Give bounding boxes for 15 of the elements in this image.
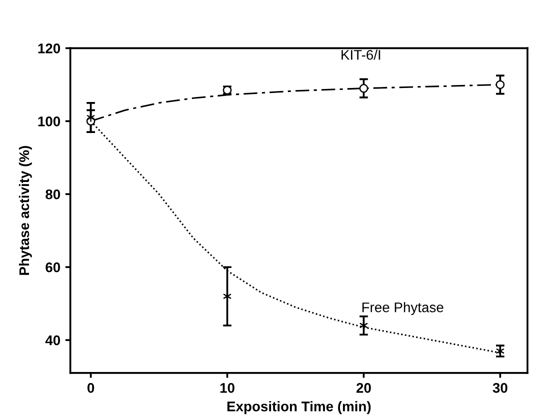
x-tick-label: 0 — [87, 383, 94, 393]
point — [496, 80, 505, 90]
x-tick-label: 20 — [356, 383, 371, 393]
series-label: Free Phytase — [362, 302, 444, 316]
y-tick-label: 60 — [46, 262, 60, 272]
text: KIT-6/I — [342, 50, 380, 60]
x-axis-title: Exposition Time (min) — [227, 401, 371, 414]
x-tick-label: 10 — [220, 383, 234, 393]
point — [359, 84, 368, 93]
y-tick-label: 120 — [38, 44, 60, 54]
y-tick-label: 80 — [46, 189, 60, 200]
y-tick-label: 40 — [45, 335, 60, 346]
y-tick-label: 100 — [38, 116, 60, 126]
x-tick-label: 30 — [492, 383, 508, 393]
y-axis-title: Phytase activity (%) — [18, 146, 32, 275]
